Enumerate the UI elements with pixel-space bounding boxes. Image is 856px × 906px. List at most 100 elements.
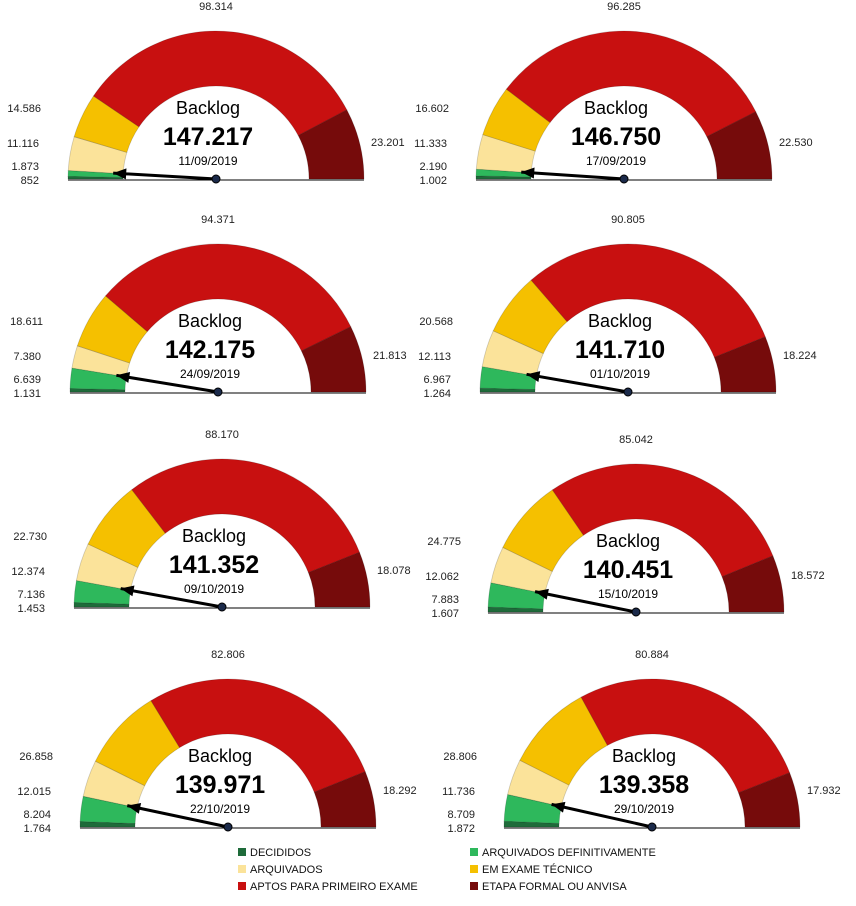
- legend-item-aptos-para-primeiro-exame: APTOS PARA PRIMEIRO EXAME: [238, 881, 418, 893]
- gauge-needle-head: [116, 371, 131, 383]
- segment-label-arquivados-definitivamente: 6.639: [13, 374, 41, 386]
- segment-label-decididos: 1.764: [23, 823, 51, 835]
- gauge-date: 09/10/2019: [184, 582, 244, 596]
- gauge-8: 1.872 8.709 11.736 28.806 80.884 17.932 Backlo…: [442, 649, 840, 835]
- gauge-segment-em-exame-tecnico: [76, 295, 148, 364]
- legend-swatch-decididos: [238, 848, 246, 856]
- segment-label-aptos-para-primeiro-exame: 85.042: [619, 434, 653, 446]
- segment-label-etapa-formal-ou-anvisa: 22.530: [779, 137, 813, 149]
- gauge-value: 140.451: [583, 556, 673, 584]
- segment-label-em-exame-tecnico: 20.568: [419, 316, 453, 328]
- segment-label-decididos: 1.131: [13, 388, 41, 400]
- gauge-title: Backlog: [188, 746, 252, 766]
- gauge-needle: [126, 804, 229, 829]
- legend-item-arquivados: ARQUIVADOS: [238, 864, 323, 876]
- legend-swatch-etapa-formal-ou-anvisa: [470, 882, 478, 890]
- legend-swatch-em-exame-tecnico: [470, 865, 478, 873]
- gauge-6: 1.607 7.883 12.062 24.775 85.042 18.572 Backlo…: [425, 434, 824, 620]
- segment-label-decididos: 1.607: [431, 608, 459, 620]
- gauge-5: 1.453 7.136 12.374 22.730 88.170 18.078 Backlo…: [11, 429, 410, 615]
- segment-label-arquivados: 12.374: [11, 566, 45, 578]
- gauge-needle: [116, 373, 219, 394]
- gauge-segment-aptos-para-primeiro-exame: [505, 30, 757, 138]
- legend-swatch-arquivados-definitivamente: [470, 848, 478, 856]
- gauge-needle: [534, 590, 637, 614]
- legend-item-arquivados-definitivamente: ARQUIVADOS DEFINITIVAMENTE: [470, 847, 656, 859]
- segment-label-arquivados: 11.333: [414, 138, 447, 150]
- segment-label-decididos: 1.453: [17, 603, 45, 615]
- gauge-needle: [551, 802, 653, 829]
- gauge-segment-aptos-para-primeiro-exame: [551, 463, 774, 578]
- segment-label-aptos-para-primeiro-exame: 80.884: [635, 649, 669, 661]
- gauge-needle-head: [526, 371, 541, 382]
- segment-label-em-exame-tecnico: 28.806: [443, 751, 477, 763]
- segment-label-etapa-formal-ou-anvisa: 21.813: [373, 350, 407, 362]
- gauge-segment-aptos-para-primeiro-exame: [131, 458, 361, 574]
- segment-label-arquivados-definitivamente: 7.136: [17, 589, 45, 601]
- gauge-segment-etapa-formal-ou-anvisa: [300, 326, 367, 393]
- legend-item-decididos: DECIDIDOS: [238, 847, 311, 859]
- segment-label-em-exame-tecnico: 18.611: [10, 316, 43, 328]
- legend-swatch-arquivados: [238, 865, 246, 873]
- gauge-segment-aptos-para-primeiro-exame: [580, 678, 791, 794]
- gauge-title: Backlog: [182, 526, 246, 546]
- segment-label-em-exame-tecnico: 16.602: [415, 103, 449, 115]
- gauge-value: 146.750: [571, 123, 661, 151]
- segment-label-arquivados: 11.116: [7, 138, 39, 150]
- gauge-value: 141.352: [169, 551, 259, 579]
- gauge-pivot: [223, 822, 233, 832]
- segment-label-arquivados: 12.062: [425, 571, 459, 583]
- gauge-value: 142.175: [165, 336, 255, 364]
- gauge-pivot: [631, 607, 641, 617]
- gauge-needle: [113, 171, 217, 181]
- gauge-date: 29/10/2019: [614, 802, 674, 816]
- gauge-segment-etapa-formal-ou-anvisa: [706, 111, 773, 180]
- segment-label-aptos-para-primeiro-exame: 82.806: [211, 649, 245, 661]
- gauge-pivot: [213, 387, 223, 397]
- gauge-needle: [521, 170, 625, 181]
- segment-label-arquivados: 7.380: [13, 351, 41, 363]
- segment-label-arquivados-definitivamente: 2.190: [419, 161, 447, 173]
- segment-label-arquivados-definitivamente: 8.709: [447, 809, 475, 821]
- segment-label-em-exame-tecnico: 22.730: [13, 531, 47, 543]
- segment-label-em-exame-tecnico: 24.775: [427, 536, 461, 548]
- gauge-needle: [526, 372, 629, 394]
- gauge-date: 17/09/2019: [586, 154, 646, 168]
- gauge-needle-head: [535, 588, 549, 600]
- legend: DECIDIDOS ARQUIVADOS DEFINITIVAMENTE ARQ…: [238, 847, 698, 901]
- gauge-date: 22/10/2019: [190, 802, 250, 816]
- gauge-segment-etapa-formal-ou-anvisa: [713, 336, 777, 393]
- segment-label-etapa-formal-ou-anvisa: 18.224: [783, 350, 817, 362]
- gauge-segment-etapa-formal-ou-anvisa: [313, 771, 377, 828]
- segment-label-arquivados: 12.015: [17, 786, 51, 798]
- gauge-title: Backlog: [612, 746, 676, 766]
- gauge-title: Backlog: [596, 531, 660, 551]
- gauge-value: 147.217: [163, 123, 253, 151]
- gauge-pivot: [647, 822, 657, 832]
- gauge-needle-head: [551, 801, 566, 813]
- gauge-title: Backlog: [178, 311, 242, 331]
- gauge-value: 141.710: [575, 336, 665, 364]
- gauge-needle-head: [120, 585, 135, 597]
- gauge-pivot: [217, 602, 227, 612]
- segment-label-decididos: 852: [21, 175, 39, 187]
- gauge-segment-em-exame-tecnico: [482, 88, 551, 152]
- segment-label-em-exame-tecnico: 14.586: [7, 103, 41, 115]
- segment-label-etapa-formal-ou-anvisa: 23.201: [371, 137, 405, 149]
- gauge-segment-aptos-para-primeiro-exame: [530, 243, 766, 358]
- gauge-value: 139.971: [175, 771, 265, 799]
- gauge-pivot: [623, 387, 633, 397]
- gauge-date: 01/10/2019: [590, 367, 650, 381]
- gauge-3: 1.131 6.639 7.380 18.611 94.371 21.813 Backlog…: [10, 214, 406, 400]
- legend-label: DECIDIDOS: [250, 847, 312, 859]
- legend-item-etapa-formal-ou-anvisa: ETAPA FORMAL OU ANVISA: [470, 881, 627, 893]
- segment-label-etapa-formal-ou-anvisa: 18.078: [377, 565, 411, 577]
- segment-label-etapa-formal-ou-anvisa: 18.572: [791, 570, 825, 582]
- segment-label-em-exame-tecnico: 26.858: [19, 751, 53, 763]
- gauge-segment-etapa-formal-ou-anvisa: [721, 555, 785, 613]
- gauge-segment-etapa-formal-ou-anvisa: [737, 772, 801, 828]
- gauge-needle-head: [521, 167, 535, 179]
- segment-label-aptos-para-primeiro-exame: 94.371: [201, 214, 235, 226]
- gauge-needle-head: [127, 802, 142, 814]
